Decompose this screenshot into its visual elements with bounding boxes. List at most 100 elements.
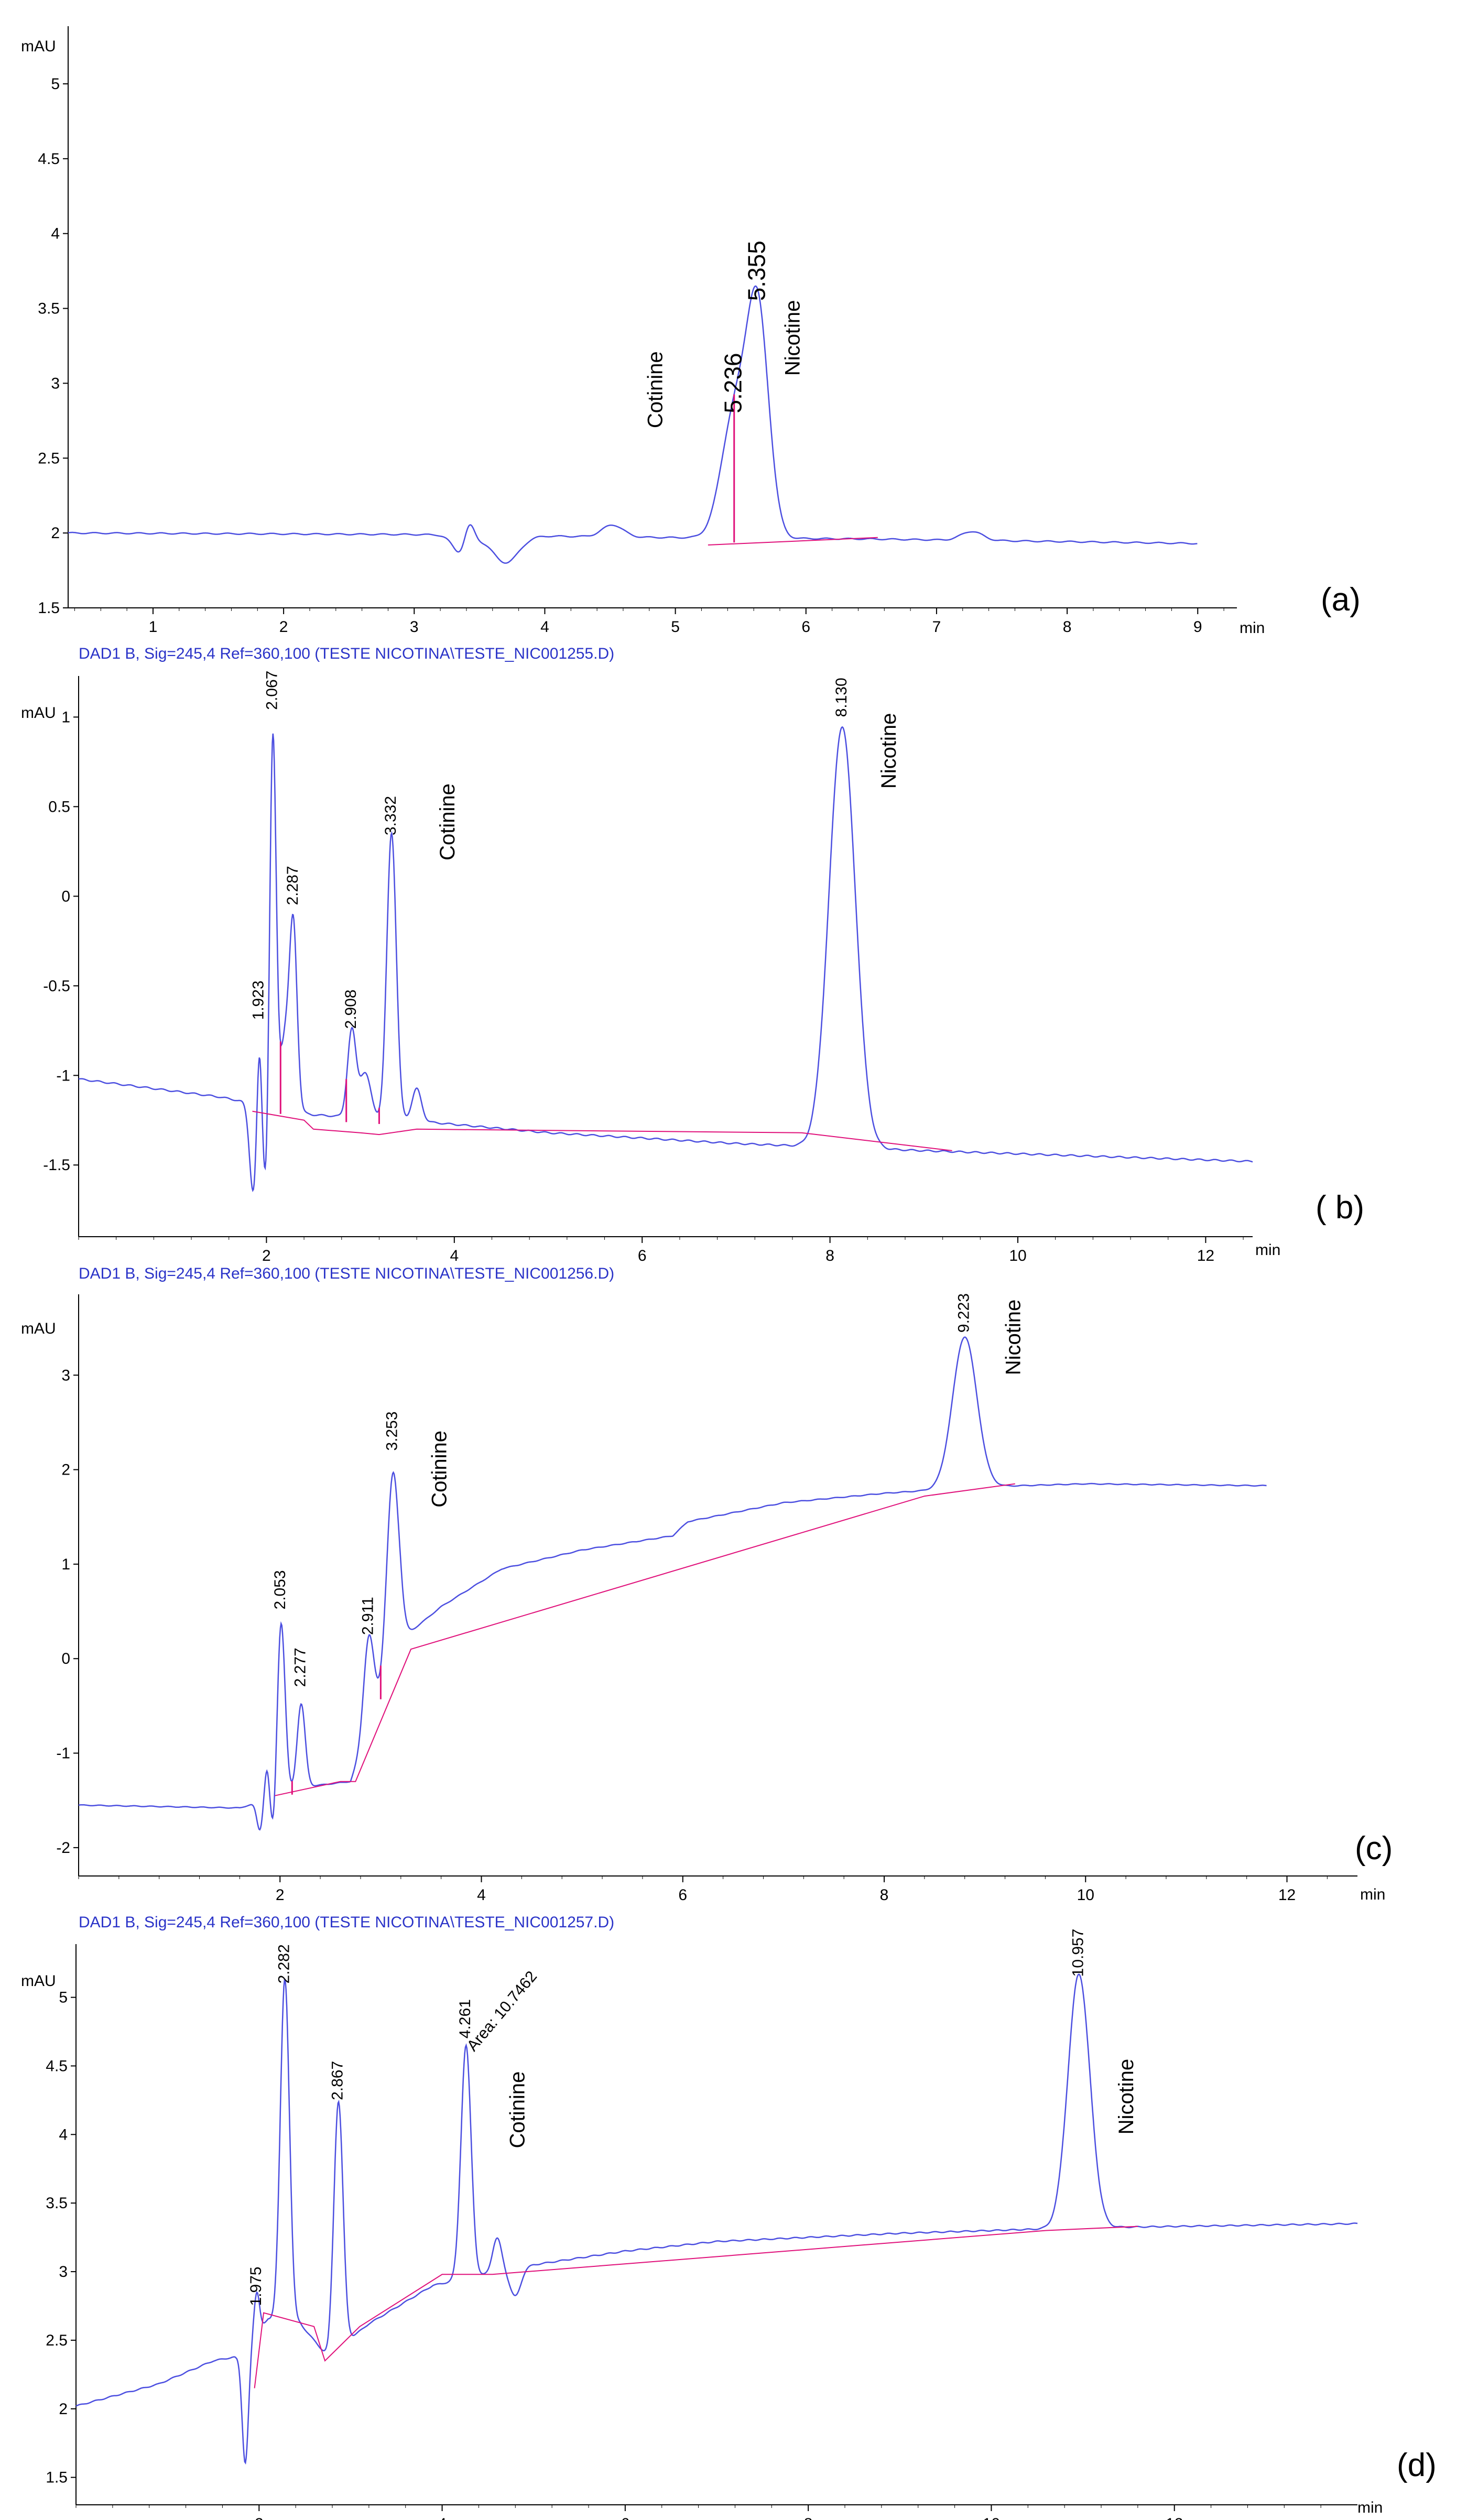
panel-d-signal-trace: [75, 1973, 1358, 2465]
panel-d-x-tick-label: 2: [255, 2515, 264, 2520]
panel-d-y-tick-label: 4: [59, 2126, 68, 2143]
panel-b-y-tick-label: -0.5: [43, 977, 70, 995]
panel-b-label: ( b): [1316, 1190, 1364, 1226]
panel-a-x-tick-label: 4: [540, 618, 549, 636]
panel-b-compound-cotinine: Cotinine: [436, 783, 459, 860]
panel-d-header: DAD1 B, Sig=245,4 Ref=360,100 (TESTE NIC…: [79, 1914, 614, 1931]
panel-b-peak-label: 2.287: [284, 866, 301, 905]
panel-c-peak-label: 2.277: [292, 1648, 309, 1687]
panel-d-x-unit: min: [1357, 2499, 1383, 2516]
panel-b-x-tick-label: 8: [825, 1247, 834, 1264]
panel-a-x-tick-label: 2: [279, 618, 288, 636]
panel-c-x-tick-label: 8: [880, 1886, 889, 1904]
panel-c-compound-cotinine: Cotinine: [428, 1431, 451, 1508]
panel-c-y-tick-label: 1: [61, 1556, 70, 1573]
panel-b-peak-label: 1.923: [250, 980, 267, 1020]
panel-b-y-tick-label: 0: [61, 888, 70, 905]
panel-d-peak-label: 10.957: [1070, 1929, 1087, 1977]
panel-a-y-tick-label: 2.5: [38, 450, 60, 467]
panel-a-y-tick-label: 3: [51, 375, 60, 392]
panel-a-label: (a): [1321, 582, 1361, 618]
panel-d-y-unit: mAU: [21, 1972, 56, 1990]
panel-d-y-tick-label: 3.5: [46, 2195, 68, 2212]
panel-a-signal-trace: [68, 285, 1198, 564]
panel-d-y-tick-label: 1.5: [46, 2469, 68, 2486]
panel-d-x-tick-label: 6: [621, 2515, 630, 2520]
panel-c-label: (c): [1355, 1830, 1393, 1867]
panel-b-y-tick-label: -1.5: [43, 1157, 70, 1174]
panel-a-x-unit: min: [1240, 619, 1265, 637]
panel-a-peak-label: 5.355: [743, 241, 770, 301]
panel-b-peak-label: 2.908: [342, 989, 360, 1029]
panel-d-peak-label: 2.282: [276, 1944, 293, 1983]
panel-d-peak-label: 2.867: [329, 2061, 346, 2100]
panel-d-x-tick-label: 10: [983, 2515, 1000, 2520]
panel-d-compound-cotinine: Cotinine: [506, 2071, 529, 2148]
panel-b-peak-label: 2.067: [263, 671, 280, 710]
panel-c-y-tick-label: -1: [56, 1745, 70, 1762]
panel-a-y-tick-label: 4: [51, 225, 60, 243]
panel-b-x-unit: min: [1255, 1241, 1280, 1259]
panel-c-peak-label: 2.053: [271, 1570, 289, 1609]
panel-d-y-tick-label: 4.5: [46, 2057, 68, 2075]
panel-a-y-tick-label: 5: [51, 75, 60, 93]
panel-b-x-tick-label: 12: [1197, 1247, 1214, 1264]
panel-a-compound-nicotine: Nicotine: [781, 300, 804, 376]
panel-b-x-tick-label: 4: [450, 1247, 459, 1264]
panel-a-y-tick-label: 3.5: [38, 300, 60, 318]
panel-c-signal-trace: [78, 1336, 1267, 1831]
panel-d-label: (d): [1397, 2447, 1437, 2483]
panel-d-y-tick-label: 2: [59, 2401, 68, 2418]
panel-a-integration-baseline: [708, 537, 878, 546]
panel-c-peak-label: 3.253: [383, 1411, 400, 1450]
panel-a-y-tick-label: 2: [51, 525, 60, 542]
panel-d-peak-label: 1.975: [247, 2266, 265, 2306]
panel-b-peak-label: 8.130: [833, 678, 850, 717]
panel-d-peak-label: 4.261: [457, 1999, 474, 2038]
panel-b-y-tick-label: -1: [56, 1067, 70, 1084]
panel-b-x-tick-label: 10: [1009, 1247, 1026, 1264]
panel-a-x-tick-label: 3: [410, 618, 419, 636]
panel-c-peak-label: 2.911: [359, 1597, 376, 1635]
panel-a-x-tick-label: 5: [671, 618, 680, 636]
panel-d-y-tick-label: 5: [59, 1989, 68, 2006]
panel-c-y-tick-label: -2: [56, 1839, 70, 1857]
panel-a-peak-label: 5.236: [720, 353, 747, 413]
panel-b-y-tick-label: 0.5: [48, 798, 70, 815]
panel-d-integration-baseline: [254, 2226, 1138, 2388]
panel-d-x-tick-label: 8: [804, 2515, 813, 2520]
chromatogram-panel-a: mAU min (a) 1.5 2 2.5 3 3.5 4 4.5 5 1 2 3 4 5 6 7 8 9 5.2…: [21, 26, 1361, 637]
panel-a-compound-cotinine: Cotinine: [644, 351, 667, 428]
panel-d-x-tick-label: 4: [438, 2515, 447, 2520]
panel-c-compound-nicotine: Nicotine: [1002, 1300, 1025, 1376]
panel-c-x-tick-label: 12: [1278, 1886, 1296, 1904]
panel-a-x-tick-label: 9: [1193, 618, 1202, 636]
panel-a-y-unit: mAU: [21, 38, 56, 55]
panel-c-x-tick-label: 4: [477, 1886, 486, 1904]
panel-c-x-tick-label: 10: [1077, 1886, 1094, 1904]
panel-c-y-tick-label: 2: [61, 1461, 70, 1479]
panel-b-compound-nicotine: Nicotine: [877, 713, 900, 789]
panel-b-y-unit: mAU: [21, 704, 56, 722]
panel-c-y-unit: mAU: [21, 1320, 56, 1337]
chromatogram-panel-b: DAD1 B, Sig=245,4 Ref=360,100 (TESTE NIC…: [21, 645, 1364, 1264]
panel-a-x-tick-label: 6: [801, 618, 810, 636]
panel-b-header: DAD1 B, Sig=245,4 Ref=360,100 (TESTE NIC…: [79, 645, 614, 662]
panel-d-compound-nicotine: Nicotine: [1115, 2059, 1138, 2135]
panel-b-x-tick-label: 6: [638, 1247, 647, 1264]
chromatogram-panel-c: DAD1 B, Sig=245,4 Ref=360,100 (TESTE NIC…: [21, 1265, 1393, 1904]
panel-c-x-unit: min: [1360, 1886, 1385, 1903]
panel-b-integration-baseline: [252, 1110, 952, 1151]
panel-d-y-tick-label: 2.5: [46, 2332, 68, 2349]
panel-b-peak-label: 3.332: [382, 796, 399, 835]
panel-d-x-tick-label: 12: [1166, 2515, 1183, 2520]
panel-c-x-tick-label: 6: [678, 1886, 687, 1904]
panel-c-y-tick-label: 0: [61, 1650, 70, 1667]
panel-c-x-tick-label: 2: [276, 1886, 285, 1904]
panel-a-y-tick-label: 1.5: [38, 599, 60, 617]
panel-b-y-tick-label: 1: [61, 708, 70, 726]
panel-b-x-tick-label: 2: [262, 1247, 271, 1264]
panel-a-x-tick-label: 8: [1063, 618, 1072, 636]
panel-b-signal-trace: [78, 726, 1253, 1192]
